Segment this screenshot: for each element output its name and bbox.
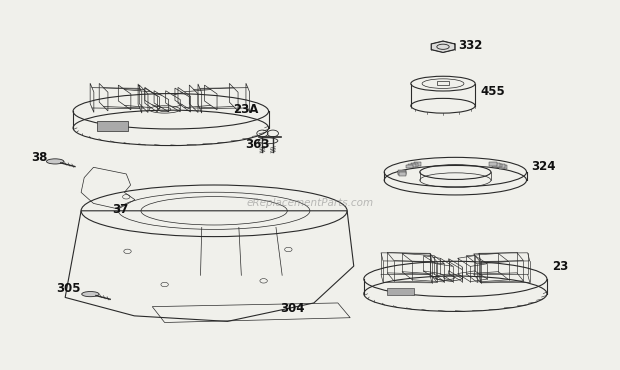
Bar <box>495 164 502 167</box>
FancyBboxPatch shape <box>387 288 414 295</box>
Bar <box>406 165 414 168</box>
Text: 324: 324 <box>531 160 556 173</box>
Text: 332: 332 <box>458 38 483 51</box>
Bar <box>499 165 507 169</box>
Text: 304: 304 <box>281 302 305 315</box>
Text: 363: 363 <box>245 138 270 151</box>
Bar <box>492 163 500 167</box>
Bar <box>398 170 405 174</box>
Bar <box>399 171 406 175</box>
Polygon shape <box>432 41 455 53</box>
Bar <box>409 164 416 168</box>
Bar <box>399 172 407 176</box>
Ellipse shape <box>82 292 99 297</box>
Bar <box>497 164 505 168</box>
Text: 455: 455 <box>480 85 505 98</box>
Text: 23: 23 <box>552 260 568 273</box>
Bar <box>437 81 449 85</box>
Bar <box>489 162 497 166</box>
Text: 23A: 23A <box>232 103 258 116</box>
Text: 38: 38 <box>32 151 48 164</box>
Text: 305: 305 <box>56 282 81 295</box>
Ellipse shape <box>46 159 64 164</box>
Bar <box>411 163 418 167</box>
FancyBboxPatch shape <box>97 121 128 131</box>
Text: 37: 37 <box>112 203 128 216</box>
Text: eReplacementParts.com: eReplacementParts.com <box>246 198 374 208</box>
Bar <box>414 162 422 166</box>
